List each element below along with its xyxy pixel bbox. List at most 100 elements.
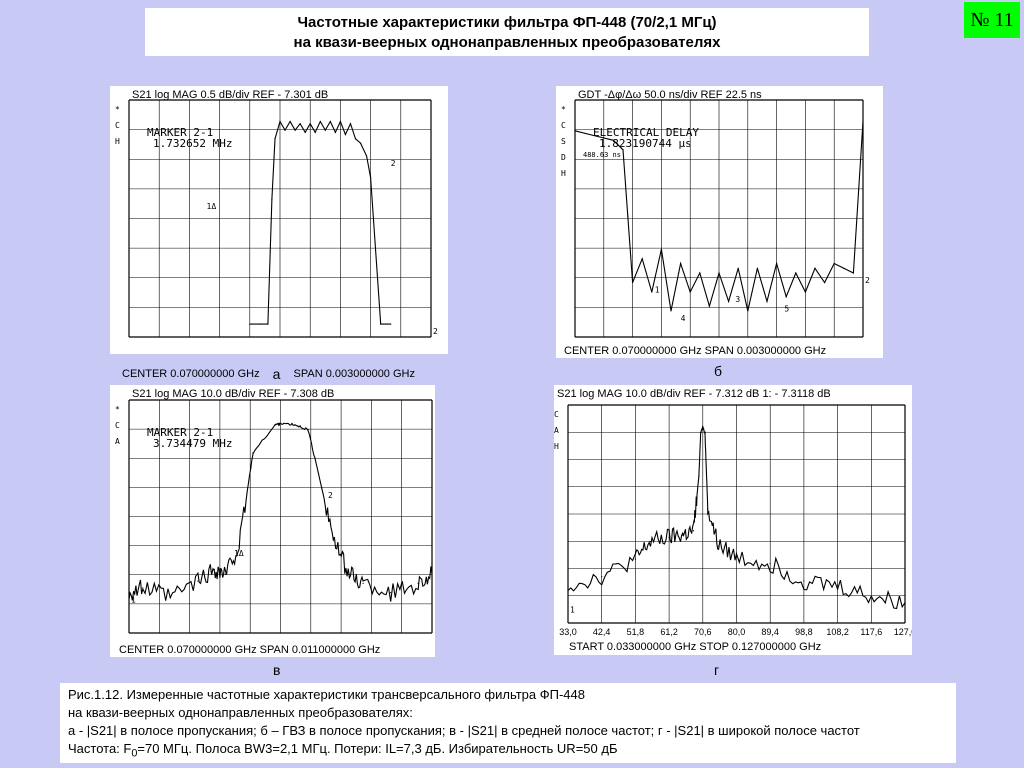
data-point: [309, 123, 311, 125]
data-point: [651, 291, 653, 293]
data-point: [698, 475, 700, 477]
data-point: [252, 452, 254, 454]
data-point: [735, 556, 738, 558]
panel-d-chart: CAH 1 33,0 42,4 51,8 61,2 70,6 80,0 89,4 98,8 108,…: [554, 404, 912, 637]
panel-c-letter: в: [273, 662, 281, 678]
data-point: [814, 267, 816, 269]
data-point: [728, 300, 730, 303]
data-point: [785, 296, 787, 298]
data-point: [267, 323, 269, 325]
data-point: [668, 536, 670, 538]
data-point: [747, 310, 749, 312]
side-label: C: [115, 121, 120, 130]
data-point: [692, 530, 695, 532]
data-point: [769, 562, 771, 565]
panel-a-letter: а: [272, 366, 281, 382]
x-tick-label: 98,8: [795, 627, 813, 637]
x-tick-label: 51,8: [627, 627, 645, 637]
side-label: *: [115, 405, 120, 414]
x-tick-label: 61,2: [660, 627, 678, 637]
x-tick-label: 33,0: [559, 627, 577, 637]
x-tick-label: 127,0: [894, 627, 912, 637]
data-point: [142, 587, 144, 589]
data-point: [904, 602, 906, 604]
data-point: [390, 323, 392, 325]
marker-value: 1.732652 MHz: [153, 137, 232, 150]
panel-d-header: S21 log MAG 10.0 dB/div REF - 7.312 dB 1…: [557, 388, 831, 400]
data-point: [294, 129, 296, 131]
data-point: [359, 142, 362, 144]
trace-mark-label: 2: [865, 276, 870, 285]
data-point: [756, 267, 758, 269]
marker-extra: 488.63 ns: [583, 151, 621, 159]
data-point: [795, 272, 797, 274]
data-point: [304, 131, 306, 133]
data-point: [612, 139, 614, 141]
side-label: H: [115, 137, 120, 146]
data-point: [804, 291, 806, 293]
data-point: [702, 426, 704, 428]
data-point: [279, 120, 281, 123]
data-point: [249, 323, 251, 325]
x-tick-label: 70,6: [694, 627, 712, 637]
x-tick-label: 80,0: [728, 627, 746, 637]
page-title: Частотные характеристики фильтра ФП-448 …: [145, 8, 869, 56]
trace-mark-label: 1Δ: [234, 549, 244, 558]
data-point: [365, 155, 368, 157]
trace-mark-label: 4: [681, 314, 686, 323]
panel-d-footer: START 0.033000000 GHz STOP 0.127000000 G…: [569, 641, 822, 653]
caption-line-4: Частота: F0=70 МГц. Полоса BW3=2,1 МГц. …: [68, 740, 948, 763]
data-point: [708, 305, 710, 307]
data-point: [862, 120, 864, 122]
data-point: [766, 300, 768, 303]
trace-mark-label: 1: [655, 285, 660, 294]
panel-b-footer: CENTER 0.070000000 GHz SPAN 0.003000000 …: [564, 345, 827, 357]
data-point: [279, 422, 282, 424]
marker-title: MARKER 2-1: [147, 426, 213, 439]
data-point: [670, 310, 672, 312]
side-label: *: [115, 105, 120, 114]
data-point: [348, 573, 350, 575]
panel-c-chart: * CA MARKER 2-13.734479 MHz 1Δ 2 1: [115, 399, 433, 634]
trace-mark-label: 1Δ: [207, 202, 217, 211]
title-line-1: Частотные характеристики фильтра ФП-448 …: [297, 14, 717, 31]
data-point: [238, 545, 240, 547]
data-point: [632, 281, 634, 284]
data-point: [362, 582, 364, 584]
data-point: [567, 584, 569, 586]
panel-a-footer: CENTER 0.070000000 GHz а SPAN 0.00300000…: [122, 364, 415, 382]
trace-mark-label: 2: [433, 327, 438, 336]
trace-mark-label: 2: [328, 491, 333, 500]
data-point: [324, 129, 326, 131]
trace-mark-label: 1: [131, 596, 136, 605]
data-point: [737, 267, 739, 269]
caption-line-4-pre: Частота: F: [68, 741, 132, 756]
caption-line-1: Рис.1.12. Измеренные частотные характери…: [68, 687, 585, 702]
data-point: [601, 575, 603, 578]
data-point: [622, 149, 624, 151]
data-point: [689, 291, 691, 293]
data-point: [128, 592, 130, 594]
data-point: [197, 580, 199, 582]
trace-mark-label: 3: [735, 295, 740, 304]
title-line-2: на квази-веерных однонаправленных преобр…: [293, 34, 721, 51]
data-point: [870, 595, 872, 597]
side-label: *: [561, 105, 566, 114]
caption-line-3: а - |S21| в полосе пропускания; б – ГВЗ …: [68, 723, 860, 738]
panel-c: S21 log MAG 10.0 dB/div REF - 7.308 dB *…: [110, 385, 435, 657]
data-point: [339, 120, 341, 123]
series-line: [574, 121, 864, 312]
figure-caption: Рис.1.12. Измеренные частотные характери…: [60, 683, 956, 763]
panel-b-header: GDT -Δφ/Δω 50.0 ns/div REF 22.5 ns: [578, 89, 762, 101]
data-point: [329, 120, 331, 123]
side-label: D: [561, 153, 566, 162]
data-point: [299, 123, 301, 125]
side-label: C: [115, 421, 120, 430]
trace-mark-label: 5: [784, 304, 789, 313]
data-point: [803, 580, 805, 582]
marker-title: ELECTRICAL DELAY: [593, 126, 699, 139]
data-point: [641, 258, 643, 260]
side-label: H: [554, 442, 559, 451]
marker-title: MARKER 2-1: [147, 126, 213, 139]
panel-d-letter: г: [714, 662, 720, 678]
